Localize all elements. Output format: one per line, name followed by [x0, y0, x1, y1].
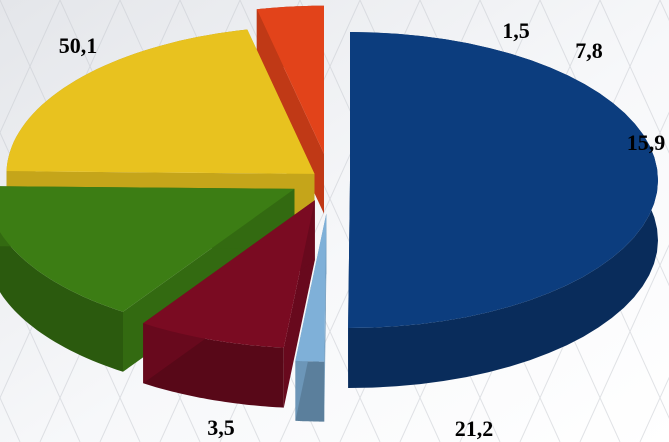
data-labels: 50,1 1,5 7,8 15,9 21,2 3,5	[59, 18, 666, 441]
data-label: 3,5	[207, 415, 235, 440]
data-label: 7,8	[575, 38, 603, 63]
pie-slice	[143, 200, 315, 408]
data-label: 21,2	[455, 416, 494, 441]
pie-slice	[295, 213, 327, 422]
pie-slice	[348, 32, 658, 388]
pie-slices	[0, 5, 658, 422]
data-label: 50,1	[59, 33, 98, 58]
data-label: 15,9	[627, 130, 666, 155]
data-label: 1,5	[502, 18, 530, 43]
